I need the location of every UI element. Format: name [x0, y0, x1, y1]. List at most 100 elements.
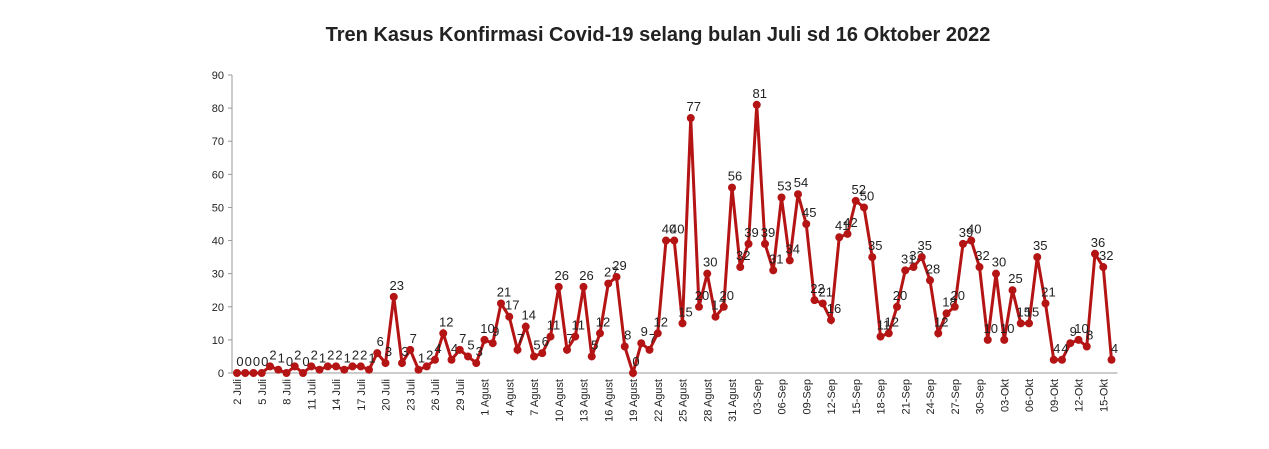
point — [736, 263, 745, 272]
data-label: 23 — [390, 278, 404, 293]
point — [678, 319, 687, 328]
point — [455, 345, 464, 354]
point — [497, 299, 505, 308]
point — [563, 345, 571, 354]
x-tick-label: 30-Sep — [975, 379, 987, 414]
x-tick-label: 26 Juli — [430, 379, 442, 411]
data-label: 20 — [720, 288, 734, 303]
data-label: 32 — [1099, 248, 1113, 263]
point — [612, 272, 621, 281]
point — [769, 266, 778, 275]
y-tick-label: 40 — [212, 236, 224, 248]
point — [884, 329, 893, 338]
data-label: 20 — [951, 288, 965, 303]
data-label: 2 — [426, 347, 433, 362]
data-label: 15 — [1017, 304, 1031, 319]
point — [901, 266, 910, 275]
point — [266, 362, 274, 371]
x-tick-label: 1 Agust — [480, 379, 492, 416]
point — [802, 220, 811, 228]
data-label: 0 — [286, 354, 293, 369]
data-label: 20 — [893, 288, 907, 303]
point — [389, 292, 398, 301]
point — [1025, 319, 1033, 328]
x-tick-label: 5 Juli — [257, 379, 269, 405]
point — [241, 369, 250, 377]
x-tick-label: 14 Juli — [331, 379, 343, 411]
data-label: 39 — [761, 225, 775, 240]
data-label: 21 — [819, 284, 833, 299]
point — [967, 236, 976, 245]
point — [868, 253, 877, 262]
data-label: 0 — [302, 354, 309, 369]
x-tick-label: 06-Sep — [777, 379, 789, 414]
data-label: 7 — [459, 331, 466, 346]
data-label: 40 — [670, 222, 684, 237]
x-tick-label: 22 Agust — [653, 379, 665, 422]
x-tick-label: 13 Agust — [579, 379, 591, 422]
x-tick-label: 7 Agust — [529, 379, 541, 416]
data-label: 40 — [967, 222, 981, 237]
point — [1107, 355, 1116, 364]
point — [761, 239, 769, 248]
y-tick-label: 90 — [212, 70, 224, 82]
point — [785, 256, 794, 265]
point — [257, 369, 266, 377]
data-label: 35 — [1033, 238, 1047, 253]
point — [794, 190, 802, 199]
point — [851, 196, 860, 205]
data-label: 32 — [736, 248, 750, 263]
x-tick-label: 06-Okt — [1024, 379, 1036, 412]
point — [653, 329, 662, 338]
data-label: 3 — [476, 344, 483, 359]
data-label: 12 — [885, 314, 899, 329]
point — [472, 359, 481, 368]
data-label: 22 — [810, 281, 824, 296]
point — [422, 362, 431, 371]
data-label: 8 — [624, 328, 631, 343]
data-label: 9 — [641, 324, 648, 339]
data-label: 39 — [744, 225, 758, 240]
point — [992, 269, 1000, 278]
data-label: 0 — [632, 354, 639, 369]
point — [464, 352, 472, 361]
x-tick-label: 10 Agust — [554, 379, 566, 422]
x-tick-label: 19 Agust — [628, 379, 640, 422]
point — [505, 312, 514, 321]
data-label: 10 — [984, 321, 998, 336]
point — [439, 329, 448, 338]
data-label: 4 — [1111, 341, 1118, 356]
data-label: 10 — [1074, 321, 1088, 336]
data-label: 10 — [480, 321, 494, 336]
data-label: 36 — [1091, 235, 1105, 250]
x-tick-label: 31 Agust — [727, 379, 739, 422]
point — [406, 345, 415, 354]
data-label: 25 — [1008, 271, 1022, 286]
x-tick-label: 11 Juli — [306, 379, 318, 410]
data-label: 40 — [662, 222, 676, 237]
point — [381, 359, 390, 368]
data-label: 0 — [245, 354, 252, 369]
point — [1033, 253, 1042, 262]
data-label: 15 — [678, 304, 692, 319]
y-tick-label: 60 — [212, 169, 224, 181]
x-tick-label: 03-Sep — [752, 379, 764, 414]
x-tick-label: 09-Okt — [1049, 379, 1061, 412]
data-label: 2 — [360, 347, 367, 362]
data-label: 5 — [467, 337, 474, 352]
data-label: 20 — [695, 288, 709, 303]
point — [604, 279, 613, 288]
point — [480, 335, 489, 344]
data-label: 2 — [327, 347, 334, 362]
point — [695, 302, 703, 311]
data-label: 29 — [612, 258, 626, 273]
data-label: 53 — [777, 179, 791, 194]
data-label: 2 — [311, 347, 318, 362]
point — [777, 193, 786, 202]
point — [827, 316, 835, 325]
data-label: 26 — [555, 268, 569, 283]
data-label: 41 — [835, 218, 849, 233]
data-label: 4 — [1053, 341, 1060, 356]
data-label: 30 — [703, 255, 717, 270]
data-label: 2 — [269, 347, 276, 362]
